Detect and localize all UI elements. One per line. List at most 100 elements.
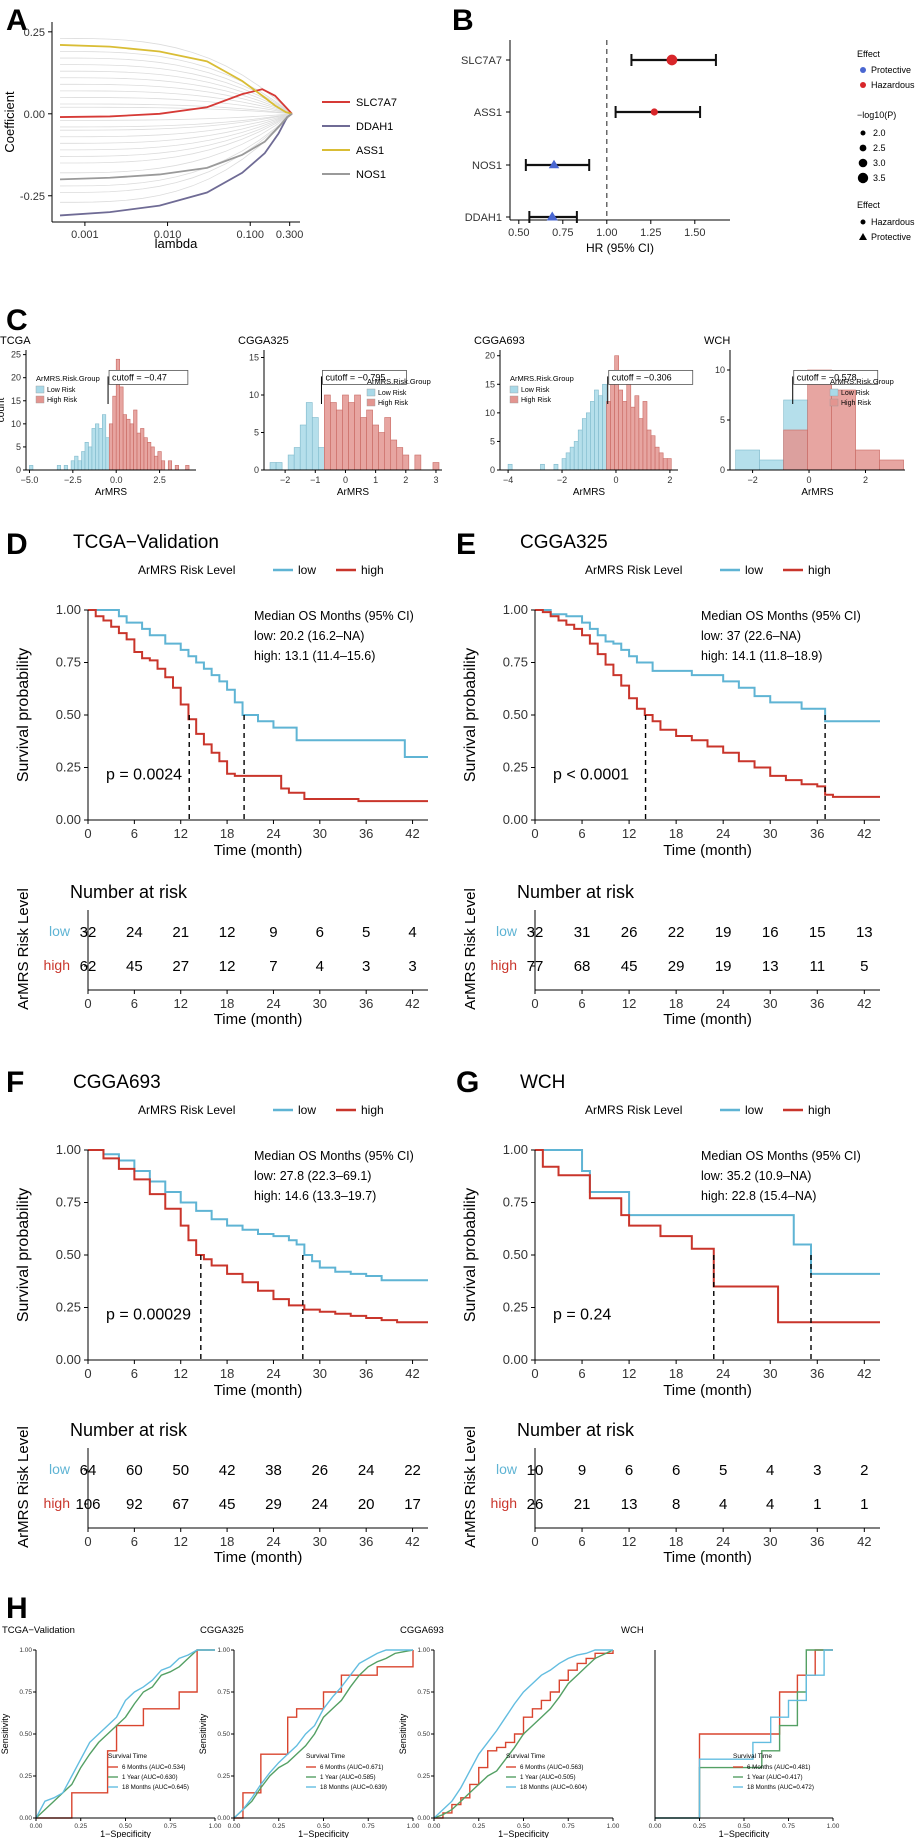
panel-label-h: H [6, 1592, 28, 1625]
risk-count-high: 29 [265, 1496, 282, 1513]
b-x-tick-label: 1.00 [596, 227, 617, 239]
risk-group-legend-title: ArMRS.Risk.Group [510, 374, 574, 383]
roc-y-tick-label: 0.00 [417, 1815, 430, 1822]
coef-path-ddah1 [59, 113, 293, 217]
risk-count-high: 8 [672, 1496, 680, 1513]
km-legend-title: ArMRS Risk Level [138, 563, 235, 577]
km-x-tick-label: 18 [669, 1366, 683, 1381]
km-curve-high [535, 1149, 880, 1324]
risk-count-high: 19 [715, 958, 732, 975]
hist-bar-high [174, 465, 179, 471]
cutoff-label-box [108, 369, 189, 385]
risk-count-low: 12 [219, 924, 236, 941]
background-path-8 [60, 113, 293, 138]
risk-count-high: 4 [316, 958, 324, 975]
hist-bar-high [136, 432, 141, 471]
km-curve-low [88, 609, 428, 758]
roc-y-tick-label: 1.00 [417, 1647, 430, 1654]
hist-bar-high [618, 389, 624, 471]
roc-curve-2 [433, 1649, 613, 1819]
km-title: WCH [520, 1072, 565, 1093]
risk-count-low: 22 [404, 1462, 421, 1479]
histogram-title: TCGA [0, 335, 31, 347]
hist-bar-high [879, 459, 904, 471]
km-y-tick-label: 0.50 [56, 1247, 81, 1262]
hist-bar-high [150, 446, 155, 471]
risk-group-legend-label: Low Risk [47, 387, 76, 394]
c-x-tick-label: 2 [667, 475, 672, 485]
background-path-13 [60, 103, 293, 115]
roc-x-tick-label: 0.50 [517, 1823, 530, 1830]
c-y-tick-label: 5 [254, 428, 259, 438]
risk-count-high: 27 [172, 958, 189, 975]
panel-label-b: B [452, 4, 474, 37]
risk-count-high: 1 [860, 1496, 868, 1513]
risk-count-low: 4 [408, 924, 416, 941]
background-path-16 [60, 83, 293, 115]
shape-legend-key-triangle [859, 233, 867, 240]
background-path-6 [60, 113, 293, 151]
km-legend-label-high: high [808, 563, 831, 577]
hist-bar-low [98, 428, 103, 471]
hist-bar-low [602, 383, 607, 471]
background-path-7 [60, 113, 293, 144]
km-x-axis-label: Time (month) [214, 842, 303, 859]
risk-count-high: 13 [762, 958, 779, 975]
roc-y-tick-label: 0.50 [19, 1731, 32, 1738]
risk-x-tick-label: 30 [763, 1534, 777, 1549]
roc-x-tick-label: 0.50 [317, 1823, 330, 1830]
risk-count-high: 12 [219, 958, 236, 975]
km-x-tick-label: 6 [131, 1366, 138, 1381]
roc-x-tick-label: 0.75 [362, 1823, 375, 1830]
km-y-axis-label: Survival probability [15, 1188, 32, 1322]
risk-count-high: 11 [809, 958, 825, 975]
effect-legend-key [860, 82, 866, 88]
background-path-17 [60, 77, 293, 115]
hist-bar-high [654, 446, 660, 471]
km-x-tick-label: 6 [578, 1366, 585, 1381]
c-y-tick-label: 25 [11, 350, 21, 360]
roc-legend-label: 1 Year (AUC=0.505) [520, 1774, 576, 1781]
roc-curve-2 [35, 1649, 215, 1819]
median-os-high: high: 13.1 (11.4–15.6) [254, 649, 375, 663]
background-path-12 [60, 106, 293, 115]
risk-count-low: 26 [311, 1462, 328, 1479]
c-x-tick-label: 2.5 [153, 475, 166, 485]
hist-bar-high [147, 442, 152, 471]
risk-row-label-high: high [491, 957, 517, 973]
median-os-low: low: 35.2 (10.9–NA) [701, 1169, 811, 1183]
c-x-tick-label: −4 [503, 475, 513, 485]
km-x-tick-label: 30 [763, 1366, 777, 1381]
risk-count-high: 45 [621, 958, 638, 975]
km-title: TCGA−Validation [73, 532, 219, 553]
hist-bar-high [161, 460, 166, 471]
roc-x-tick-label: 1.00 [209, 1823, 222, 1830]
roc-y-tick-label: 0.25 [417, 1773, 430, 1780]
roc-legend-label: 6 Months (AUC=0.481) [747, 1764, 810, 1771]
hist-bar-low [77, 460, 82, 471]
risk-count-high: 4 [766, 1496, 774, 1513]
roc-x-tick-label: 0.25 [693, 1823, 706, 1830]
hist-bar-high [360, 417, 367, 471]
hist-bar-high [396, 447, 404, 471]
risk-x-tick-label: 0 [84, 1534, 91, 1549]
risk-group-legend-key [366, 388, 376, 397]
background-path-11 [60, 113, 293, 121]
km-y-tick-label: 0.75 [503, 1195, 528, 1210]
hist-bar-high [330, 402, 337, 471]
km-x-tick-label: 18 [220, 826, 234, 841]
risk-count-low: 24 [126, 924, 143, 941]
b-x-tick-label: 1.25 [640, 227, 661, 239]
c-x-tick-label: 0 [343, 475, 348, 485]
hist-bar-low [74, 455, 79, 471]
panel-label-d: D [6, 528, 28, 561]
hist-bar-high [336, 409, 343, 471]
hist-bar-low [586, 412, 591, 471]
hist-bar-high [606, 401, 611, 471]
km-legend-title: ArMRS Risk Level [138, 1103, 235, 1117]
shape-legend-label: Protective [871, 232, 911, 242]
risk-group-legend-label: Low Risk [841, 390, 870, 397]
risk-row-label-high: high [44, 1495, 70, 1511]
risk-count-low: 50 [172, 1462, 189, 1479]
risk-count-low: 15 [809, 924, 826, 941]
